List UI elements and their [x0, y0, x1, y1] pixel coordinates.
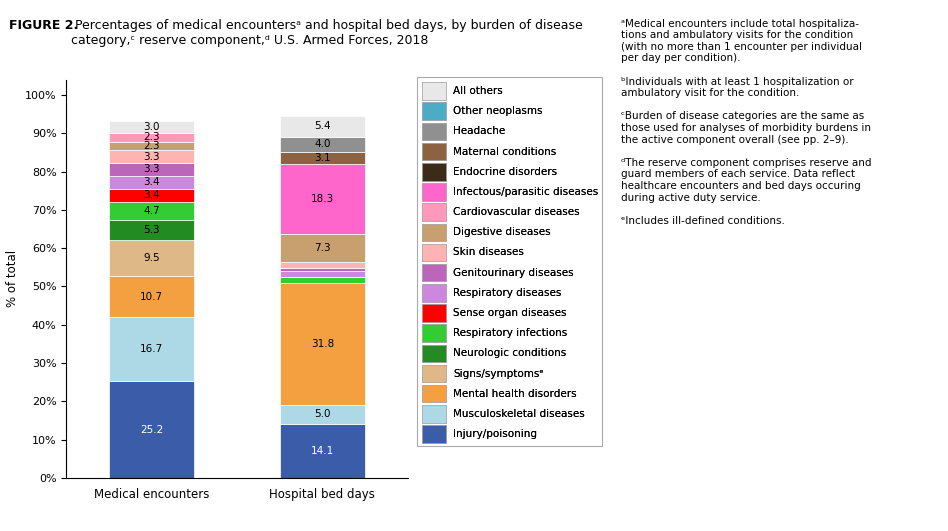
Text: 3.4: 3.4 [143, 177, 160, 187]
Bar [280, 152, 365, 164]
Text: Respiratory diseases: Respiratory diseases [453, 288, 561, 298]
Text: Endocrine disorders: Endocrine disorders [453, 167, 557, 177]
Text: Headache: Headache [453, 126, 505, 136]
Text: Mental health disorders: Mental health disorders [453, 389, 576, 399]
Text: Digestive diseases: Digestive diseases [453, 227, 551, 237]
Text: Maternal conditions: Maternal conditions [453, 147, 556, 157]
Bar [109, 240, 194, 277]
Text: 3.3: 3.3 [143, 152, 160, 162]
Text: 3.4: 3.4 [143, 190, 160, 200]
Text: Cardiovascular diseases: Cardiovascular diseases [453, 207, 580, 217]
Text: 3.1: 3.1 [314, 153, 331, 163]
Text: Musculoskeletal diseases: Musculoskeletal diseases [453, 409, 585, 419]
Text: 4.0: 4.0 [314, 139, 331, 149]
Bar [280, 234, 365, 262]
Text: Percentages of medical encountersᵃ and hospital bed days, by burden of disease
c: Percentages of medical encountersᵃ and h… [71, 19, 583, 47]
Text: 3.3: 3.3 [143, 165, 160, 175]
Text: 5.0: 5.0 [314, 409, 331, 419]
Text: Signs/symptomsᵉ: Signs/symptomsᵉ [453, 369, 544, 379]
Text: 2.3: 2.3 [143, 141, 160, 151]
Bar [280, 405, 365, 424]
Bar [109, 150, 194, 163]
Text: Maternal conditions: Maternal conditions [453, 147, 556, 157]
Bar [109, 142, 194, 150]
Text: Sense organ diseases: Sense organ diseases [453, 308, 567, 318]
Bar [280, 164, 365, 234]
Text: Neurologic conditions: Neurologic conditions [453, 348, 566, 358]
Text: All others: All others [453, 86, 502, 96]
Text: Respiratory infections: Respiratory infections [453, 328, 568, 338]
Text: Infectous/parasitic diseases: Infectous/parasitic diseases [453, 187, 598, 197]
Text: Headache: Headache [453, 126, 505, 136]
Text: Mental health disorders: Mental health disorders [453, 389, 576, 399]
Bar [109, 277, 194, 318]
Text: Endocrine disorders: Endocrine disorders [453, 167, 557, 177]
Y-axis label: % of total: % of total [7, 250, 20, 307]
Bar [109, 163, 194, 176]
Text: FIGURE 2.: FIGURE 2. [9, 19, 79, 31]
Bar [109, 133, 194, 142]
Text: Other neoplasms: Other neoplasms [453, 106, 542, 116]
Text: 2.3: 2.3 [143, 132, 160, 142]
Text: Skin diseases: Skin diseases [453, 247, 524, 258]
Text: Other neoplasms: Other neoplasms [453, 106, 542, 116]
Text: 25.2: 25.2 [140, 425, 163, 435]
Text: 9.5: 9.5 [143, 253, 160, 263]
Text: ᵃMedical encounters include total hospitaliza-
tions and ambulatory visits for t: ᵃMedical encounters include total hospit… [621, 19, 871, 226]
Bar [280, 262, 365, 268]
Text: Genitourinary diseases: Genitourinary diseases [453, 268, 574, 278]
Bar [109, 202, 194, 220]
Text: Signs/symptomsᵉ: Signs/symptomsᵉ [453, 369, 544, 379]
Bar [109, 220, 194, 240]
Bar [109, 318, 194, 381]
Text: 14.1: 14.1 [311, 446, 334, 456]
Text: Injury/poisoning: Injury/poisoning [453, 429, 538, 439]
Text: Musculoskeletal diseases: Musculoskeletal diseases [453, 409, 585, 419]
Bar [109, 381, 194, 478]
Bar [109, 189, 194, 202]
Text: 3.0: 3.0 [143, 122, 160, 132]
Text: Skin diseases: Skin diseases [453, 247, 524, 258]
Text: 5.3: 5.3 [143, 225, 160, 235]
Bar [280, 271, 365, 277]
Text: Digestive diseases: Digestive diseases [453, 227, 551, 237]
Bar [109, 176, 194, 189]
Text: Sense organ diseases: Sense organ diseases [453, 308, 567, 318]
Text: Respiratory diseases: Respiratory diseases [453, 288, 561, 298]
Text: Genitourinary diseases: Genitourinary diseases [453, 268, 574, 278]
Text: 5.4: 5.4 [314, 122, 331, 131]
Text: 31.8: 31.8 [311, 339, 334, 349]
Bar [280, 283, 365, 405]
Bar [280, 277, 365, 283]
Text: Neurologic conditions: Neurologic conditions [453, 348, 566, 358]
Bar [280, 424, 365, 478]
Text: All others: All others [453, 86, 502, 96]
Text: Cardiovascular diseases: Cardiovascular diseases [453, 207, 580, 217]
Text: 4.7: 4.7 [143, 206, 160, 216]
Bar [280, 268, 365, 271]
Text: 7.3: 7.3 [314, 243, 331, 253]
Bar [109, 122, 194, 133]
Text: Injury/poisoning: Injury/poisoning [453, 429, 538, 439]
Text: 18.3: 18.3 [311, 194, 334, 204]
Text: Infectous/parasitic diseases: Infectous/parasitic diseases [453, 187, 598, 197]
Text: 16.7: 16.7 [140, 345, 163, 354]
Text: 10.7: 10.7 [140, 292, 163, 302]
Bar [280, 136, 365, 152]
Text: Respiratory infections: Respiratory infections [453, 328, 568, 338]
Bar [280, 116, 365, 136]
